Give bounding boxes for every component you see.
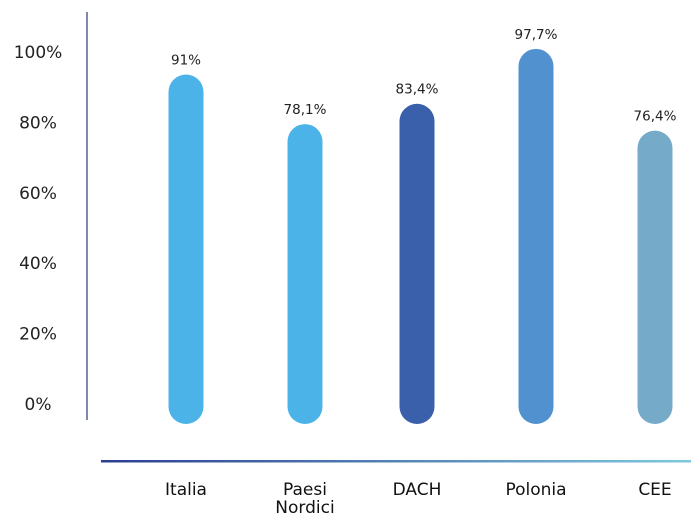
bar	[287, 124, 323, 424]
bar	[168, 74, 204, 424]
y-tick-label: 20%	[19, 325, 57, 345]
y-tick-label: 0%	[25, 395, 52, 415]
bar	[518, 48, 554, 424]
x-category-label: Polonia	[505, 480, 566, 500]
x-axis-baseline	[101, 460, 691, 463]
x-category-label: CEE	[638, 480, 671, 500]
data-label: 91%	[171, 53, 201, 69]
data-label: 97,7%	[515, 27, 558, 43]
y-tick-label: 60%	[19, 184, 57, 204]
x-category-label: DACH	[393, 480, 442, 500]
x-category-label: Italia	[165, 480, 207, 500]
bar	[637, 130, 673, 424]
bars	[168, 48, 673, 424]
data-label: 83,4%	[396, 82, 439, 98]
y-tick-label: 80%	[19, 113, 57, 133]
data-label: 76,4%	[634, 109, 677, 125]
y-axis-ticks: 0% 20% 40% 60% 80% 100%	[14, 43, 63, 415]
data-label: 78,1%	[284, 102, 327, 118]
x-category-label: Nordici	[275, 498, 334, 518]
data-labels: 91% 78,1% 83,4% 97,7% 76,4%	[171, 27, 677, 125]
x-category-label: Paesi	[283, 480, 327, 500]
y-tick-label: 40%	[19, 254, 57, 274]
y-tick-label: 100%	[14, 43, 63, 63]
bar	[399, 103, 435, 424]
